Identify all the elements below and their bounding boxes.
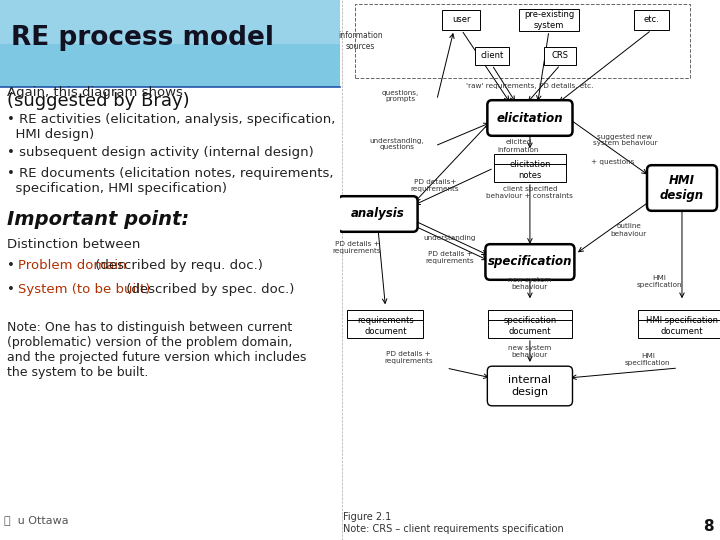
- Text: • subsequent design activity (internal design): • subsequent design activity (internal d…: [7, 146, 314, 159]
- Text: Figure 2.1
Note: CRS – client requirements specification: Figure 2.1 Note: CRS – client requiremen…: [343, 512, 564, 534]
- Text: System (to be built): System (to be built): [18, 283, 150, 296]
- Bar: [474, 47, 509, 65]
- Text: • RE activities (elicitation, analysis, specification,
  HMI design): • RE activities (elicitation, analysis, …: [7, 113, 336, 141]
- Text: PD details+
requirements: PD details+ requirements: [410, 179, 459, 192]
- Text: RE process model: RE process model: [11, 25, 274, 51]
- Bar: [634, 10, 669, 30]
- Bar: [0, 0, 340, 87]
- FancyBboxPatch shape: [338, 196, 418, 232]
- Text: understanding,
questions: understanding, questions: [369, 138, 424, 151]
- Text: new system
behaviour: new system behaviour: [508, 345, 552, 357]
- Text: pre-existing
system: pre-existing system: [524, 10, 574, 30]
- Text: Note: One has to distinguish between current
(problematic) version of the proble: Note: One has to distinguish between cur…: [7, 321, 307, 379]
- Text: (suggested by Bray): (suggested by Bray): [7, 92, 190, 110]
- Bar: [544, 47, 577, 65]
- Text: elicited
information: elicited information: [498, 139, 539, 152]
- Text: Problem domain: Problem domain: [18, 259, 127, 272]
- Bar: [488, 310, 572, 338]
- Text: •: •: [7, 259, 19, 272]
- Text: client specified
behaviour + constraints: client specified behaviour + constraints: [487, 186, 573, 199]
- FancyBboxPatch shape: [487, 366, 572, 406]
- Text: Important point:: Important point:: [7, 210, 189, 228]
- Text: PD details +
requirements: PD details + requirements: [426, 252, 474, 265]
- Text: HMI
specification: HMI specification: [625, 354, 670, 367]
- Text: + questions: + questions: [590, 159, 634, 165]
- Text: HMI
design: HMI design: [660, 174, 704, 202]
- Text: 'raw' requirements, PD details, etc.: 'raw' requirements, PD details, etc.: [467, 83, 593, 89]
- Text: • RE documents (elicitation notes, requirements,
  specification, HMI specificat: • RE documents (elicitation notes, requi…: [7, 167, 333, 195]
- Text: understanding: understanding: [424, 235, 477, 241]
- Bar: [518, 9, 580, 31]
- Text: 8: 8: [703, 518, 714, 534]
- Text: HMI
specification: HMI specification: [636, 275, 682, 288]
- FancyBboxPatch shape: [647, 165, 717, 211]
- Bar: [0, 0, 340, 44]
- Text: new system
behaviour: new system behaviour: [508, 276, 552, 289]
- Text: client: client: [480, 51, 503, 60]
- Text: Distinction between: Distinction between: [7, 238, 140, 251]
- Text: PD details +
requirements: PD details + requirements: [333, 241, 382, 254]
- Bar: [355, 4, 690, 78]
- Text: requirements
document: requirements document: [357, 316, 414, 336]
- FancyBboxPatch shape: [487, 100, 572, 136]
- Text: 🏛  u Ottawa: 🏛 u Ottawa: [4, 515, 68, 525]
- Text: questions,
prompts: questions, prompts: [382, 90, 419, 103]
- Text: (described by spec. doc.): (described by spec. doc.): [122, 283, 294, 296]
- Text: PD details +
requirements: PD details + requirements: [384, 352, 433, 365]
- Text: etc.: etc.: [644, 16, 660, 24]
- Bar: [494, 154, 566, 182]
- Text: suggested new
system behaviour: suggested new system behaviour: [593, 133, 657, 146]
- Text: elicitation
notes: elicitation notes: [509, 160, 551, 180]
- Text: user: user: [452, 16, 471, 24]
- Text: specification
document: specification document: [503, 316, 557, 336]
- FancyBboxPatch shape: [485, 244, 575, 280]
- Text: specification: specification: [487, 255, 572, 268]
- Text: information
sources: information sources: [338, 31, 383, 51]
- Bar: [638, 310, 720, 338]
- Text: (described by requ. doc.): (described by requ. doc.): [91, 259, 263, 272]
- Text: HMI specification
document: HMI specification document: [646, 316, 718, 336]
- Text: internal
design: internal design: [508, 375, 552, 397]
- Text: •: •: [7, 283, 19, 296]
- Text: outline
behaviour: outline behaviour: [611, 224, 647, 237]
- Bar: [443, 10, 480, 30]
- Text: CRS: CRS: [552, 51, 569, 60]
- Text: Again, this diagram shows: Again, this diagram shows: [7, 86, 183, 99]
- Text: analysis: analysis: [351, 207, 405, 220]
- Text: elicitation: elicitation: [497, 111, 563, 125]
- Bar: [348, 310, 423, 338]
